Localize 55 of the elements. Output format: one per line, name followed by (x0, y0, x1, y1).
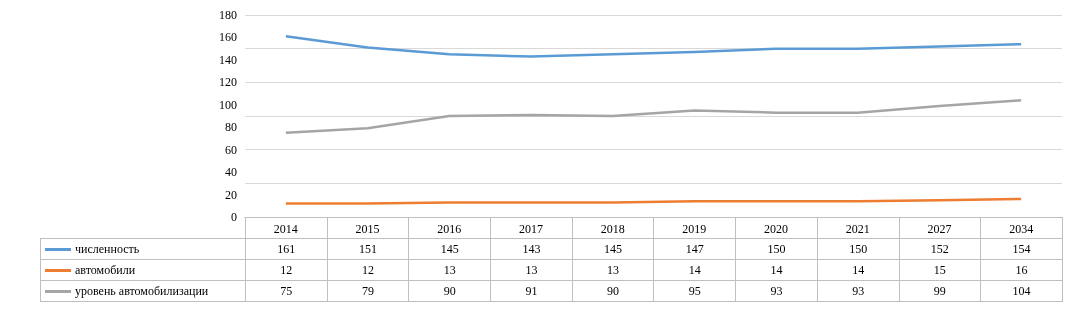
data-label: 13 (408, 259, 491, 281)
line-series (284, 99, 1023, 135)
data-label: 12 (327, 259, 409, 281)
data-label: 104 (980, 280, 1063, 302)
x-tick-label: 2017 (518, 222, 543, 236)
data-label: 154 (980, 238, 1063, 260)
data-label: 161 (245, 238, 328, 260)
x-tick-label: 2021 (845, 222, 870, 236)
data-label: 143 (490, 238, 573, 260)
data-label: 99 (899, 280, 981, 302)
data-label: 90 (408, 280, 491, 302)
legend-label: численность (40, 238, 246, 260)
y-tick-label: 40 (225, 165, 237, 180)
legend-label: уровень автомобилизации (40, 280, 246, 302)
x-tick-label: 2015 (355, 222, 380, 236)
x-tick-label: 2027 (927, 222, 952, 236)
y-tick-label: 100 (219, 97, 237, 112)
y-tick-label: 80 (225, 120, 237, 135)
data-label: 91 (490, 280, 573, 302)
data-label: 150 (817, 238, 899, 260)
data-label: 13 (490, 259, 573, 281)
legend-label: автомобили (40, 259, 246, 281)
data-label: 150 (735, 238, 818, 260)
y-tick-label: 180 (219, 8, 237, 22)
data-label: 151 (327, 238, 409, 260)
data-label: 95 (653, 280, 736, 302)
x-tick-label: 2020 (764, 222, 789, 236)
x-tick-label: 2016 (437, 222, 462, 236)
data-label: 147 (653, 238, 736, 260)
x-tick-label: 2018 (600, 222, 625, 236)
y-tick-label: 140 (219, 52, 237, 67)
x-tick-label: 2014 (273, 222, 298, 236)
y-tick-label: 120 (219, 75, 237, 90)
y-tick-label: 160 (219, 30, 237, 45)
data-label: 13 (572, 259, 654, 281)
x-tick-label: 2034 (1009, 222, 1034, 236)
y-tick-label: 20 (225, 187, 237, 202)
data-label: 145 (408, 238, 491, 260)
data-label: 15 (899, 259, 981, 281)
data-label: 145 (572, 238, 654, 260)
data-label: 14 (817, 259, 899, 281)
data-label: 75 (245, 280, 328, 302)
y-tick-label: 0 (231, 210, 237, 224)
data-label: 90 (572, 280, 654, 302)
data-label: 93 (735, 280, 818, 302)
line-series (284, 35, 1023, 58)
x-tick-label: 2019 (682, 222, 707, 236)
data-label: 14 (735, 259, 818, 281)
data-label: 93 (817, 280, 899, 302)
data-label: 152 (899, 238, 981, 260)
data-label: 79 (327, 280, 409, 302)
data-label: 12 (245, 259, 328, 281)
data-label: 14 (653, 259, 736, 281)
y-tick-label: 60 (225, 142, 237, 157)
data-label: 16 (980, 259, 1063, 281)
